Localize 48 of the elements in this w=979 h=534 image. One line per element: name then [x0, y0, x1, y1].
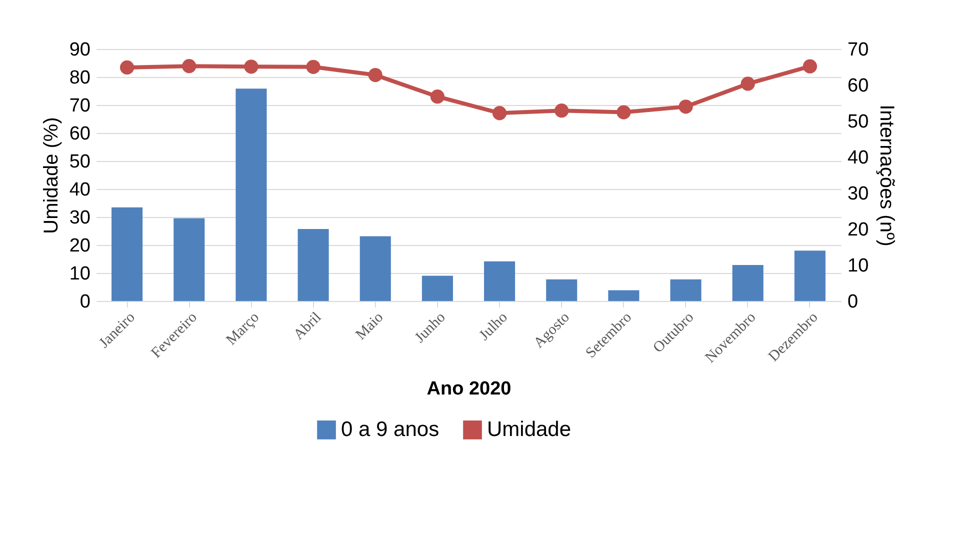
y-tick-label: 50: [69, 152, 90, 172]
y-tick-label: 0: [80, 292, 90, 312]
y-tick-label: 90: [69, 40, 90, 60]
y-tick-label: 60: [69, 124, 90, 144]
point: [430, 90, 445, 104]
x-tick-label: Maio: [352, 310, 387, 344]
point: [306, 60, 320, 74]
y2-tick-label: 60: [848, 76, 869, 96]
y-tick-label: 70: [69, 96, 90, 116]
point: [616, 105, 631, 120]
point: [492, 106, 507, 120]
y2-tick-label: 30: [848, 184, 869, 204]
point: [554, 104, 569, 118]
bar: [608, 290, 640, 301]
legend-label: Umidade: [487, 418, 572, 441]
y2-tick-label: 70: [848, 40, 869, 60]
legend-label: 0 a 9 anos: [341, 418, 440, 441]
y2-tick-label: 20: [848, 220, 869, 240]
y-axis-title: Umidade (%): [40, 117, 62, 234]
y-tick-label: 80: [69, 68, 90, 88]
y2-tick-label: 0: [848, 292, 858, 312]
bar: [670, 279, 702, 301]
y2-tick-label: 40: [848, 148, 869, 168]
bar: [112, 207, 143, 301]
bar: [546, 279, 578, 301]
point: [368, 68, 382, 82]
y2-axis-title: Internações (nº): [876, 104, 898, 246]
bar: [794, 250, 826, 301]
bar: [298, 229, 329, 301]
point: [802, 59, 818, 74]
point: [244, 60, 258, 74]
y2-tick-label: 50: [848, 112, 869, 132]
y2-tick-label: 10: [848, 256, 869, 276]
bar: [422, 276, 453, 301]
point: [120, 60, 134, 75]
bar: [360, 236, 391, 301]
y-tick-label: 40: [69, 180, 90, 200]
point: [740, 76, 755, 91]
point: [182, 59, 196, 74]
point: [678, 100, 693, 114]
x-axis-title: Ano 2020: [426, 378, 512, 400]
bar: [484, 261, 516, 301]
bar: [236, 88, 267, 301]
y-tick-label: 30: [69, 208, 90, 228]
y-tick-label: 20: [69, 236, 90, 256]
y-tick-label: 10: [69, 264, 90, 284]
bar: [732, 265, 764, 301]
bar: [174, 218, 205, 301]
